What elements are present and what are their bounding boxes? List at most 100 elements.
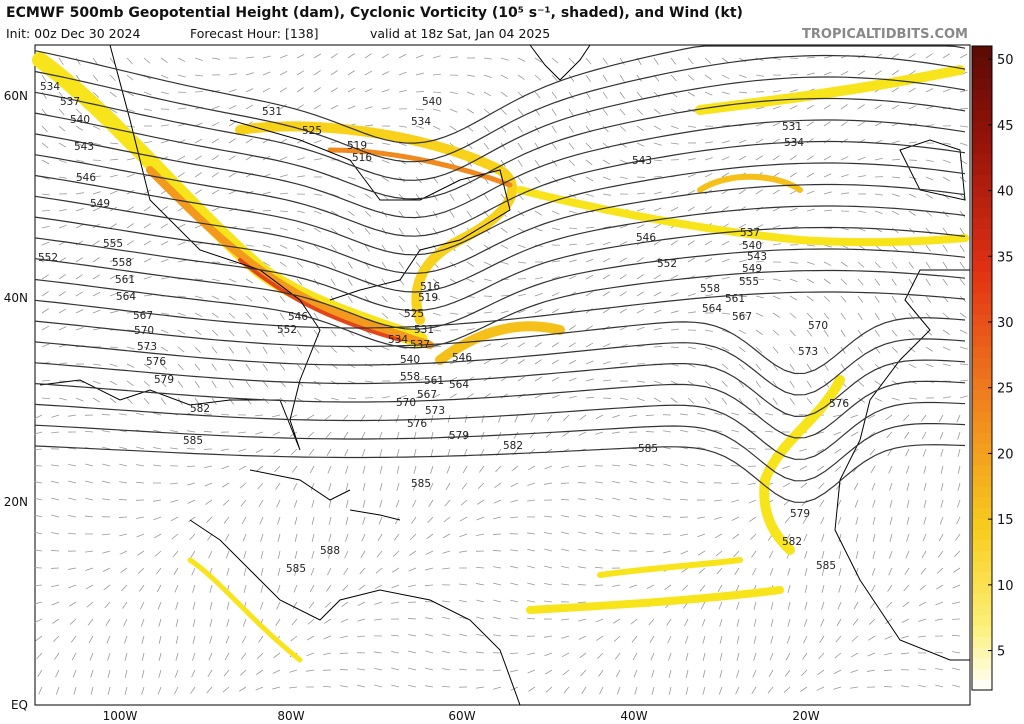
wind-barb bbox=[226, 601, 230, 610]
wind-barb bbox=[663, 446, 672, 450]
wind-barb bbox=[852, 618, 859, 626]
wind-barb bbox=[925, 295, 932, 303]
colorbar-step bbox=[972, 260, 992, 272]
wind-barb bbox=[614, 652, 621, 660]
wind-barb bbox=[327, 567, 332, 576]
wind-barb bbox=[361, 431, 366, 440]
contour-label: 570 bbox=[396, 397, 416, 409]
wind-barb bbox=[903, 584, 910, 592]
wind-barb bbox=[211, 207, 220, 212]
wind-barb bbox=[612, 584, 621, 587]
wind-barb bbox=[291, 618, 298, 626]
wind-barb bbox=[568, 176, 576, 183]
wind-barb bbox=[772, 363, 778, 371]
wind-barb bbox=[697, 550, 706, 556]
wind-barb bbox=[954, 550, 961, 557]
wind-barb bbox=[663, 430, 672, 433]
wind-barb bbox=[428, 499, 434, 507]
wind-barb bbox=[277, 516, 281, 525]
wind-barb bbox=[836, 482, 842, 490]
wind-barb bbox=[211, 312, 219, 318]
height-contour bbox=[34, 97, 966, 200]
wind-barb bbox=[327, 465, 332, 474]
wind-barb bbox=[510, 549, 519, 552]
wind-barb bbox=[309, 584, 315, 593]
wind-barb bbox=[585, 291, 593, 297]
wind-barb bbox=[279, 174, 288, 178]
wind-barb bbox=[500, 159, 506, 167]
wind-barb bbox=[221, 482, 230, 488]
wind-barb bbox=[476, 599, 485, 603]
wind-barb bbox=[107, 652, 111, 661]
colorbar-step bbox=[972, 539, 992, 551]
wind-barb bbox=[957, 448, 961, 457]
wind-barb bbox=[446, 465, 451, 474]
wind-barb bbox=[73, 686, 77, 695]
wind-barb bbox=[257, 652, 264, 659]
wind-barb bbox=[765, 430, 774, 433]
wind-barb bbox=[721, 57, 729, 64]
wind-barb bbox=[853, 482, 859, 491]
wind-barb bbox=[425, 617, 434, 620]
latitude-label: 40N bbox=[4, 291, 28, 305]
wind-barb bbox=[940, 465, 944, 474]
wind-barb bbox=[106, 635, 111, 644]
wind-barb bbox=[685, 652, 689, 661]
contour-label: 549 bbox=[90, 198, 110, 210]
wind-barb bbox=[141, 686, 145, 695]
wind-barb bbox=[868, 635, 876, 641]
wind-barb bbox=[544, 582, 553, 586]
latitude-label: 60N bbox=[4, 89, 28, 103]
wind-barb bbox=[544, 548, 553, 552]
wind-barb bbox=[670, 346, 680, 349]
colorbar-step bbox=[972, 604, 992, 616]
wind-barb bbox=[823, 155, 832, 161]
wind-barb bbox=[58, 291, 66, 297]
wind-barb bbox=[228, 380, 234, 388]
wind-barb bbox=[102, 480, 111, 484]
wind-barb bbox=[204, 465, 213, 469]
wind-barb bbox=[527, 600, 536, 603]
wind-barb bbox=[834, 465, 842, 472]
wind-barb bbox=[874, 261, 881, 269]
wind-barb bbox=[225, 550, 230, 559]
contour-label: 519 bbox=[418, 292, 438, 304]
contour-label: 516 bbox=[420, 281, 440, 293]
wind-barb bbox=[653, 125, 662, 131]
wind-barb bbox=[585, 396, 595, 399]
wind-barb bbox=[755, 189, 763, 195]
wind-barb bbox=[140, 618, 145, 627]
wind-barb bbox=[223, 516, 230, 524]
wind-barb bbox=[701, 618, 706, 627]
wind-barb bbox=[340, 685, 349, 688]
wind-barb bbox=[500, 227, 508, 234]
colorbar-tick-label: 30 bbox=[997, 316, 1014, 331]
wind-barb bbox=[34, 601, 43, 605]
wind-barb bbox=[679, 498, 689, 501]
wind-barb bbox=[444, 499, 451, 507]
wind-barb bbox=[736, 669, 740, 678]
wind-barb bbox=[211, 155, 219, 161]
wind-barb bbox=[534, 309, 543, 314]
wind-barb bbox=[447, 431, 451, 440]
wind-barb bbox=[328, 499, 332, 508]
wind-barb bbox=[959, 329, 968, 334]
wind-barb bbox=[102, 498, 111, 501]
colorbar-step bbox=[972, 335, 992, 348]
wind-barb bbox=[476, 651, 485, 654]
wind-barb bbox=[160, 140, 169, 144]
wind-barb bbox=[158, 635, 162, 644]
wind-barb bbox=[908, 346, 916, 353]
wind-barb bbox=[923, 482, 927, 491]
wind-barb bbox=[697, 412, 706, 416]
wind-barb bbox=[938, 414, 944, 423]
wind-barb bbox=[670, 363, 679, 367]
wind-barb bbox=[551, 276, 560, 280]
wind-barb bbox=[347, 141, 357, 144]
wind-barb bbox=[425, 685, 434, 688]
wind-barb bbox=[806, 329, 813, 337]
wind-barb bbox=[58, 308, 67, 314]
wind-barb bbox=[260, 567, 264, 576]
wind-barb bbox=[510, 599, 519, 603]
wind-barb bbox=[136, 516, 145, 519]
